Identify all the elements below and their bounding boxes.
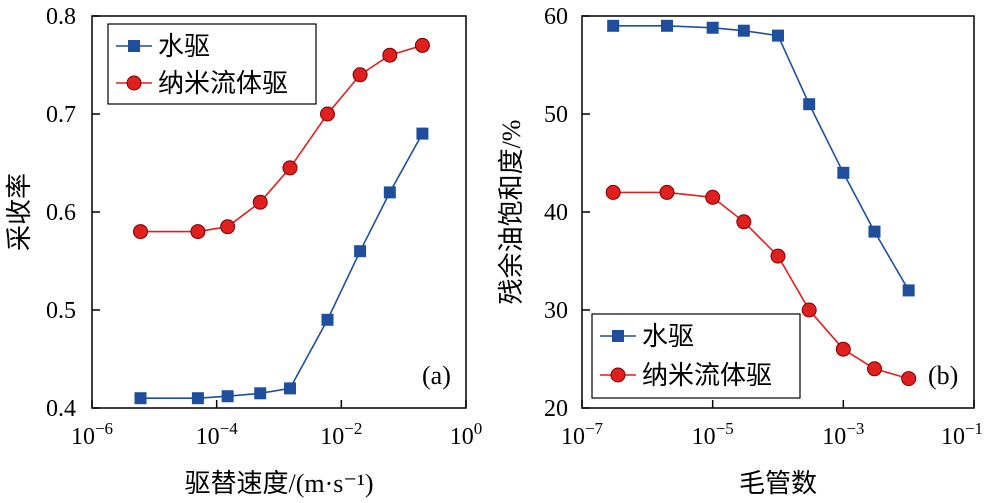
chart-a-point-nano xyxy=(414,37,430,53)
chart-a-legend-marker-nano xyxy=(126,75,142,91)
chart-b-point-nano xyxy=(901,371,917,387)
chart-a-point-water xyxy=(283,382,296,395)
chart-a-point-water xyxy=(321,313,334,326)
chart-b-point-nano xyxy=(659,184,675,200)
chart-b-point-nano xyxy=(605,184,621,200)
chart-b-y-tick-label: 40 xyxy=(544,200,568,226)
chart-b-point-nano xyxy=(736,214,752,230)
chart-a-y-tick-label: 0.4 xyxy=(46,396,76,422)
chart-b-point-water xyxy=(737,24,750,37)
chart-b-y-tick-label: 50 xyxy=(544,102,568,128)
chart-a-y-tick-label: 0.8 xyxy=(46,4,76,30)
chart-a-x-tick-label: 100 xyxy=(450,419,483,450)
chart-a-series-line-0 xyxy=(140,133,424,400)
chart-b-point-nano xyxy=(835,341,851,357)
chart-b-legend-label-water: 水驱 xyxy=(642,322,694,351)
chart-a-y-tick-labels: 0.4 0.5 0.6 0.7 0.8 xyxy=(46,4,76,422)
chart-b-point-water xyxy=(661,19,674,32)
chart-b-y-axis-title: 残余油饱和度/% xyxy=(497,120,526,305)
chart-b-x-axis-title: 毛管数 xyxy=(739,469,817,498)
chart-a-x-tick-label: 10−4 xyxy=(196,419,239,450)
chart-a-point-water xyxy=(416,127,429,140)
chart-a-y-axis-title: 采收率 xyxy=(5,173,34,251)
chart-a-point-water xyxy=(191,392,204,405)
chart-a-legend-label-nano: 纳米流体驱 xyxy=(158,69,288,98)
chart-a-legend: 水驱 纳米流体驱 xyxy=(107,23,317,105)
chart-a-legend-frame xyxy=(107,23,317,105)
chart-a-x-tick-labels: 10−6 10−4 10−2 100 xyxy=(71,419,482,450)
chart-a-y-tick-label: 0.6 xyxy=(46,200,76,226)
chart-a-point-nano xyxy=(133,224,149,240)
chart-b-point-water xyxy=(607,19,620,32)
chart-a-point-nano xyxy=(252,194,268,210)
chart-b-legend-frame xyxy=(591,313,801,399)
chart-b-y-tick-label: 20 xyxy=(544,396,568,422)
chart-a-legend-label-water: 水驱 xyxy=(158,32,210,61)
chart-a-x-tick-label: 10−2 xyxy=(320,419,362,450)
chart-a-point-water xyxy=(134,392,147,405)
chart-b-ticks xyxy=(581,15,975,409)
chart-b-series-line-0 xyxy=(613,24,910,291)
chart-a-y-tick-label: 0.5 xyxy=(46,298,76,324)
chart-a-ticks xyxy=(91,15,467,409)
chart-a-point-nano xyxy=(352,67,368,83)
chart-b-x-tick-label: 10−1 xyxy=(941,419,983,450)
chart-a-point-nano xyxy=(382,47,398,63)
chart-b-point-nano xyxy=(801,302,817,318)
chart-a-panel-tag: (a) xyxy=(422,361,451,390)
chart-b-y-tick-labels: 20 30 40 50 60 xyxy=(544,4,568,422)
chart-b-point-water xyxy=(706,21,719,34)
chart-b-point-nano xyxy=(867,361,883,377)
chart-b-series xyxy=(605,19,917,387)
chart-a-legend-marker-water xyxy=(128,40,140,52)
chart-b-point-water xyxy=(803,98,816,111)
chart-a: 0.4 0.5 0.6 0.7 0.8 10−6 10−4 10−2 100 驱… xyxy=(5,4,482,498)
chart-b-point-nano xyxy=(770,248,786,264)
chart-b-legend: 水驱 纳米流体驱 xyxy=(591,313,801,399)
chart-b-legend-marker-nano xyxy=(610,367,626,383)
chart-a-point-nano xyxy=(320,106,336,122)
chart-b-x-tick-label: 10−5 xyxy=(692,419,734,450)
chart-a-point-nano xyxy=(220,219,236,235)
chart-b-point-water xyxy=(837,166,850,179)
chart-a-x-tick-label: 10−6 xyxy=(71,419,113,450)
chart-a-point-nano xyxy=(190,224,206,240)
chart-b-y-tick-label: 30 xyxy=(544,298,568,324)
chart-a-series xyxy=(133,37,430,405)
chart-b-point-nano xyxy=(705,189,721,205)
chart-a-y-tick-label: 0.7 xyxy=(46,102,76,128)
chart-a-point-nano xyxy=(282,160,298,176)
chart-b: 20 30 40 50 60 10−7 10−5 10−3 10−1 毛管数 残… xyxy=(497,4,983,498)
chart-b-x-tick-labels: 10−7 10−5 10−3 10−1 xyxy=(561,419,983,450)
chart-b-point-water xyxy=(868,225,881,238)
chart-a-point-water xyxy=(354,245,367,258)
chart-b-panel-tag: (b) xyxy=(928,361,958,390)
chart-a-point-water xyxy=(221,390,234,403)
chart-b-point-water xyxy=(772,29,784,42)
chart-b-legend-label-nano: 纳米流体驱 xyxy=(642,361,772,390)
chart-a-point-water xyxy=(254,387,267,400)
chart-a-point-water xyxy=(383,186,396,199)
chart-b-x-tick-label: 10−3 xyxy=(822,419,864,450)
chart-b-x-tick-label: 10−7 xyxy=(561,419,604,450)
chart-b-point-water xyxy=(902,284,915,297)
chart-b-y-tick-label: 60 xyxy=(544,4,568,30)
chart-b-legend-marker-water xyxy=(612,330,624,342)
chart-a-x-axis-title: 驱替速度/(m·s⁻¹) xyxy=(184,469,373,498)
